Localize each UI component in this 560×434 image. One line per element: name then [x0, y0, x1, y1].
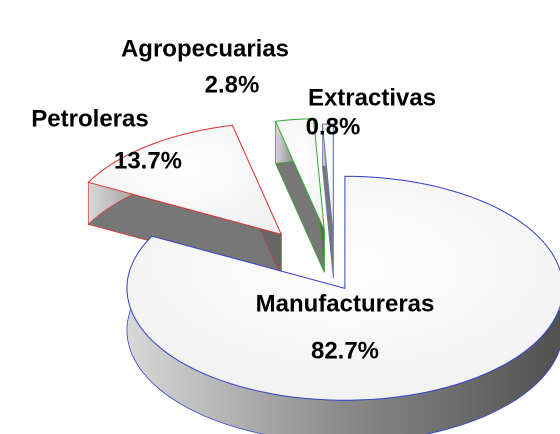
slice-label: Agropecuarias [121, 35, 289, 62]
slice [321, 123, 334, 237]
slice-label: Petroleras [31, 105, 148, 132]
slice-value-label: 2.8% [205, 71, 260, 98]
slice-value-label: 13.7% [114, 147, 182, 174]
slice-label: Extractivas [308, 84, 436, 111]
slice-value-label: 0.8% [306, 113, 361, 140]
slice-value-label: 82.7% [311, 337, 379, 364]
slice [126, 175, 560, 401]
slice [87, 124, 283, 236]
slice [274, 118, 325, 231]
slice-label: Manufactureras [256, 290, 435, 317]
